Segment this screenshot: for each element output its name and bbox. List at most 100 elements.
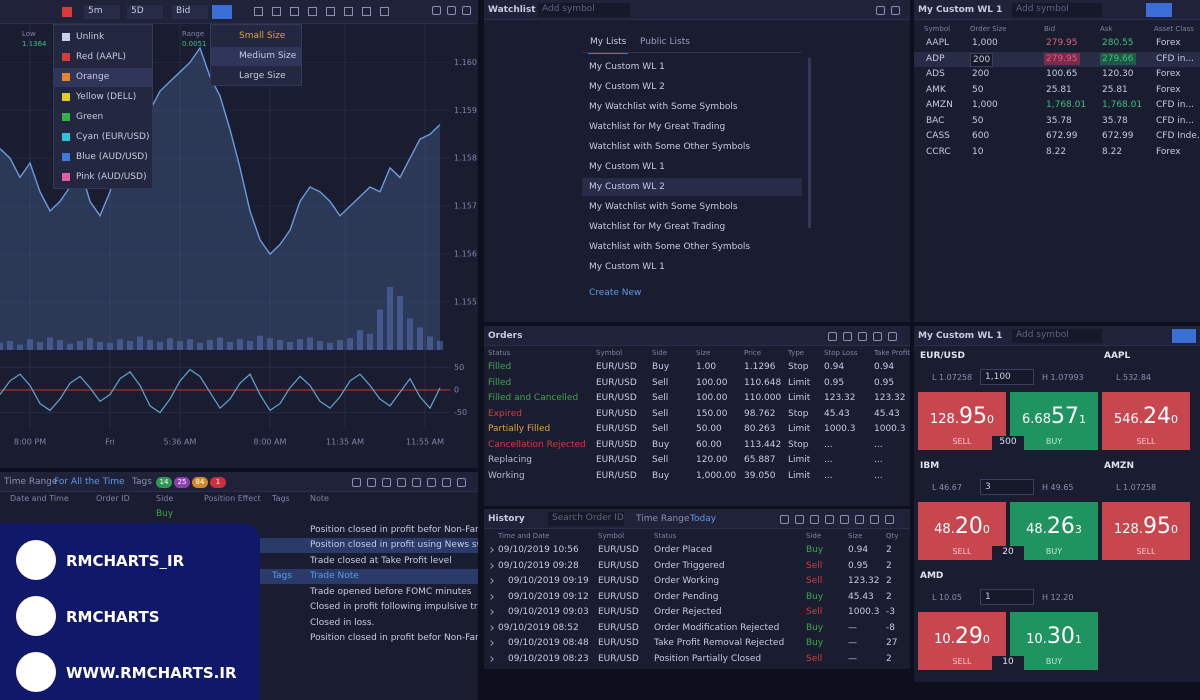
size-menu-item[interactable]: Medium Size [211,47,301,66]
qty-input[interactable]: 1 [980,589,1034,605]
wl-row[interactable]: CASS 600 672.99 672.99 CFD Inde.. [914,129,1200,144]
header-icon[interactable] [825,515,834,524]
toolbar-dropdown[interactable]: Bid [172,5,208,19]
watchlist-item[interactable]: My Custom WL 2 [582,178,802,196]
toolbar-icon[interactable] [290,7,299,16]
wl-row[interactable]: ADS 200 100.65 120.30 Forex [914,67,1200,82]
history-row[interactable]: 09/10/2019 08:48 EUR/USD Take Profit Remov… [484,636,910,651]
header-icon[interactable] [447,6,456,15]
watchlist-item[interactable]: Watchlist for My Great Trading [582,218,802,236]
watchlist-item[interactable]: My Custom WL 2 [582,78,802,96]
header-icon[interactable] [442,478,451,487]
history-row[interactable]: 09/10/2019 08:52 EUR/USD Order Modificatio… [484,621,910,636]
tag-badge[interactable]: 84 [192,477,208,488]
watchlist-item[interactable]: My Watchlist with Some Symbols [582,198,802,216]
sell-button[interactable]: 546.240 SELL [1102,392,1190,450]
header-icon[interactable] [810,515,819,524]
watchlist-item[interactable]: My Watchlist with Some Symbols [582,98,802,116]
history-row[interactable]: 09/10/2019 10:56 EUR/USD Order Placed Buy 0.… [484,543,910,558]
header-icon[interactable] [873,332,882,341]
tag-badge[interactable]: 25 [174,477,190,488]
header-icon[interactable] [795,515,804,524]
list-tab[interactable]: My Lists [588,36,629,54]
color-menu-item[interactable]: Blue (AUD/USD) [54,148,152,167]
header-icon[interactable] [457,478,466,487]
watchlist-item[interactable]: My Custom WL 1 [582,158,802,176]
watchlist-item[interactable]: Watchlist with Some Other Symbols [582,238,802,256]
header-icon[interactable] [888,332,897,341]
color-menu-item[interactable]: Pink (AUD/USD) [54,168,152,187]
wl-row[interactable]: BAC 50 35.78 35.78 CFD in... [914,114,1200,129]
color-menu-item[interactable]: Red (AAPL) [54,48,152,67]
buy-button[interactable]: 48.263 BUY [1010,502,1098,560]
qty-input[interactable]: 3 [980,479,1034,495]
order-row[interactable]: Expired EUR/USD Sell 150.00 98.762 Stop 45.43 4… [484,407,910,422]
header-icon[interactable] [870,515,879,524]
qty-input[interactable]: 1,100 [980,369,1034,385]
create-new[interactable]: Create New [589,288,642,298]
search-input[interactable]: Add symbol [538,3,630,17]
order-row[interactable]: Filled and Cancelled EUR/USD Sell 100.00 110… [484,391,910,406]
watchlist-item[interactable]: My Custom WL 1 [582,58,802,76]
buy-button[interactable]: 10.301 BUY [1010,612,1098,670]
history-row[interactable]: 09/10/2019 09:19 EUR/USD Order Working Sell… [484,574,910,589]
wl-row[interactable]: AMZN 1,000 1,768.01 1,768.01 CFD in... [914,98,1200,113]
header-icon[interactable] [427,478,436,487]
list-tab[interactable]: Public Lists [640,37,690,47]
header-icon[interactable] [367,478,376,487]
header-icon[interactable] [876,6,885,15]
header-icon[interactable] [828,332,837,341]
order-row[interactable]: Cancellation Rejected EUR/USD Buy 60.00 113.… [484,438,910,453]
size-button[interactable] [212,5,232,19]
view-toggle[interactable] [1146,3,1172,17]
history-row[interactable]: 09/10/2019 09:28 EUR/USD Order Triggered Se… [484,559,910,574]
header-icon[interactable] [885,515,894,524]
wl-row[interactable]: AMK 50 25.81 25.81 Forex [914,83,1200,98]
tag-badge[interactable]: 1 [210,477,226,488]
header-icon[interactable] [352,478,361,487]
watchlist-item[interactable]: My Custom WL 1 [582,258,802,276]
wl-row[interactable]: AAPL 1,000 279.95 280.55 Forex [914,36,1200,51]
header-icon[interactable] [840,515,849,524]
sell-button[interactable]: 10.290 SELL [918,612,1006,670]
header-icon[interactable] [382,478,391,487]
sell-button[interactable]: 48.200 SELL [918,502,1006,560]
panel-title[interactable]: My Custom WL 1 [918,5,1003,15]
header-icon[interactable] [855,515,864,524]
watchlist-item[interactable]: Watchlist with Some Other Symbols [582,138,802,156]
toolbar-icon[interactable] [272,7,281,16]
wl-row[interactable]: ADP 200 279.95 279.66 CFD in... [914,51,1200,67]
time-range-value[interactable]: Today [690,514,717,524]
color-menu-item[interactable]: Cyan (EUR/USD) [54,128,152,147]
header-icon[interactable] [843,332,852,341]
size-menu-item[interactable]: Small Size [211,27,301,46]
search-input[interactable]: Add symbol [1012,3,1102,17]
watchlist-item[interactable]: Watchlist for My Great Trading [582,118,802,136]
history-row[interactable]: 09/10/2019 08:23 EUR/USD Position Partiall… [484,652,910,667]
header-icon[interactable] [462,6,471,15]
sell-button[interactable]: 128.950 SELL [1102,502,1190,560]
buy-button[interactable]: 6.68571 BUY [1010,392,1098,450]
panel-title[interactable]: My Custom WL 1 [918,331,1003,341]
toolbar-dropdown[interactable]: 5D [127,5,163,19]
order-row[interactable]: Partially Filled EUR/USD Sell 50.00 80.263 Li… [484,422,910,437]
header-icon[interactable] [780,515,789,524]
view-toggle[interactable] [1172,329,1196,343]
color-swatch[interactable] [62,7,72,17]
header-icon[interactable] [858,332,867,341]
search-input[interactable]: Search Order ID [548,512,624,526]
history-row[interactable]: 09/10/2019 09:12 EUR/USD Order Pending Buy 4… [484,590,910,605]
header-icon[interactable] [891,6,900,15]
search-input[interactable]: Add symbol [1012,329,1102,343]
order-row[interactable]: Filled EUR/USD Buy 1.00 1.1296 Stop 0.94 0.94 [484,360,910,375]
history-row[interactable]: 09/10/2019 09:03 EUR/USD Order Rejected Sel… [484,605,910,620]
color-menu-item[interactable]: Yellow (DELL) [54,88,152,107]
order-row[interactable]: Filled EUR/USD Sell 100.00 110.648 Limit 0.95 0… [484,376,910,391]
sell-button[interactable]: 128.950 SELL [918,392,1006,450]
tag-badge[interactable]: 14 [156,477,172,488]
size-menu-item[interactable]: Large Size [211,67,301,85]
header-icon[interactable] [412,478,421,487]
color-menu-item[interactable]: Green [54,108,152,127]
toolbar-icon[interactable] [326,7,335,16]
time-range-value[interactable]: For All the Time [54,477,125,487]
